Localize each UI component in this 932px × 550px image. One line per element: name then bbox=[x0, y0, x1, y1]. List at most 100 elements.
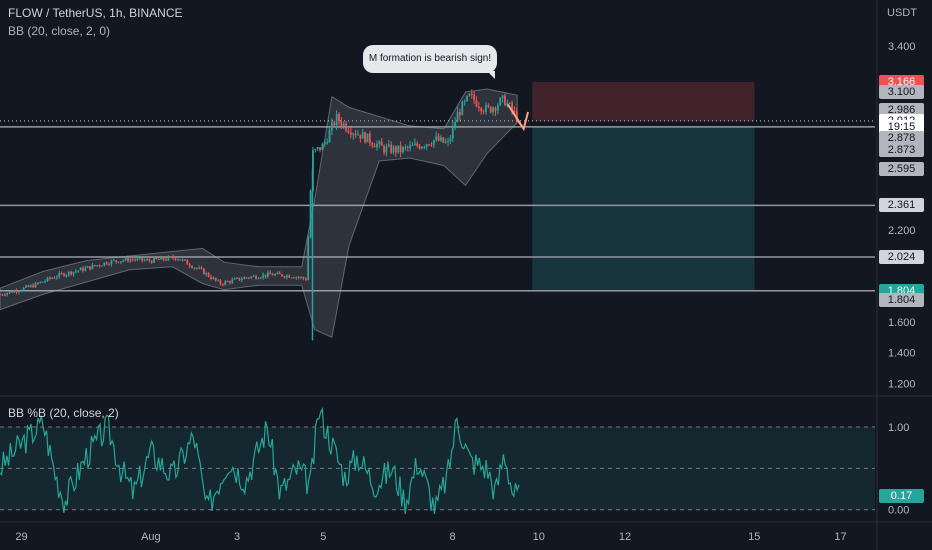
candle-body bbox=[167, 256, 170, 261]
candle-body bbox=[248, 277, 250, 279]
candle-body bbox=[447, 141, 449, 143]
candle-body bbox=[300, 277, 302, 279]
candle-body bbox=[217, 280, 220, 282]
time-tick-label: 15 bbox=[748, 531, 760, 543]
candle-body bbox=[352, 133, 355, 135]
price-tag-line[interactable]: 2.361 bbox=[879, 198, 924, 213]
price-tag-grey[interactable]: 3.100 bbox=[879, 85, 924, 100]
candle-body bbox=[60, 272, 63, 274]
candle-body bbox=[22, 287, 25, 291]
candle-body bbox=[276, 272, 279, 275]
symbol-title[interactable]: FLOW / TetherUS, 1h, BINANCE bbox=[8, 6, 183, 20]
candle-body bbox=[155, 257, 158, 260]
candle-body bbox=[328, 130, 331, 143]
candle-body bbox=[380, 141, 383, 146]
candle-body bbox=[245, 277, 248, 279]
price-tag-grey[interactable]: 2.595 bbox=[879, 162, 924, 177]
annotation-bubble[interactable]: M formation is bearish sign! bbox=[363, 45, 497, 79]
percent-b-last-value[interactable]: 0.17 bbox=[879, 488, 924, 503]
candle-body bbox=[41, 281, 44, 283]
candle-body bbox=[117, 261, 120, 263]
candle-body bbox=[25, 285, 27, 288]
price-tag-line[interactable]: 2.024 bbox=[879, 249, 924, 264]
candle-body bbox=[489, 106, 492, 113]
candle-body bbox=[219, 280, 222, 285]
candle-body bbox=[3, 294, 6, 296]
candle-body bbox=[105, 262, 108, 265]
candle-body bbox=[402, 147, 404, 153]
time-tick-label: 8 bbox=[450, 531, 456, 543]
price-tag-grey[interactable]: 2.986 bbox=[879, 102, 924, 117]
candle-body bbox=[340, 121, 343, 126]
candle-body bbox=[134, 259, 137, 261]
candle-body bbox=[376, 143, 378, 148]
candle-body bbox=[485, 105, 487, 112]
candle-body bbox=[293, 277, 295, 279]
candle-body bbox=[487, 105, 490, 107]
candle-body bbox=[432, 139, 435, 146]
candle-body bbox=[169, 256, 172, 258]
candle-body bbox=[494, 107, 497, 111]
candle-body bbox=[15, 290, 18, 293]
candle-body bbox=[423, 146, 426, 148]
candle-body bbox=[255, 275, 257, 279]
candle-body bbox=[342, 123, 345, 126]
arrow-annotation bbox=[506, 103, 529, 132]
candle-body bbox=[252, 275, 255, 277]
candle-body bbox=[397, 145, 400, 153]
candle-body bbox=[77, 270, 80, 272]
candle-body bbox=[440, 137, 442, 141]
candle-body bbox=[236, 277, 238, 279]
candle-body bbox=[373, 145, 376, 148]
candle-body bbox=[184, 259, 186, 261]
candle-body bbox=[309, 191, 312, 238]
price-tag-timer[interactable]: 19:15 bbox=[879, 120, 924, 135]
candle-body bbox=[96, 265, 99, 267]
candle-body bbox=[482, 111, 485, 113]
candle-body bbox=[496, 105, 499, 111]
candle-body bbox=[98, 265, 101, 267]
candle-body bbox=[0, 294, 1, 296]
candle-body bbox=[131, 259, 134, 261]
time-tick-label: 10 bbox=[533, 531, 545, 543]
candle-body bbox=[10, 291, 13, 293]
candle-body bbox=[285, 275, 288, 278]
candle-body bbox=[67, 271, 70, 275]
candle-body bbox=[160, 257, 163, 260]
candle-body bbox=[8, 291, 11, 293]
candle-body bbox=[124, 257, 127, 261]
price-tag-grey[interactable]: 2.873 bbox=[879, 143, 924, 158]
percent-b-legend[interactable]: BB %B (20, close, 2) bbox=[8, 406, 119, 420]
candle-body bbox=[243, 277, 246, 280]
price-tag-grey[interactable]: 2.878 bbox=[879, 131, 924, 146]
time-tick-label: 12 bbox=[619, 531, 631, 543]
candle-body bbox=[101, 265, 103, 267]
candle-body bbox=[44, 280, 46, 282]
candle-body bbox=[221, 284, 224, 286]
candle-body bbox=[89, 266, 91, 270]
candle-body bbox=[290, 277, 293, 279]
candle-body bbox=[354, 133, 357, 135]
candle-body bbox=[34, 282, 37, 288]
candle-body bbox=[378, 141, 381, 144]
candle-body bbox=[428, 144, 430, 146]
candle-body bbox=[297, 277, 300, 279]
candle-body bbox=[103, 262, 106, 266]
price-tag-grey[interactable]: 1.804 bbox=[879, 292, 924, 307]
candle-body bbox=[233, 278, 236, 280]
candle-body bbox=[51, 277, 54, 279]
candle-body bbox=[48, 277, 51, 279]
price-tick-label: 1.400 bbox=[888, 348, 916, 360]
candle-body bbox=[6, 292, 9, 296]
candle-body bbox=[136, 258, 139, 260]
candle-body bbox=[193, 267, 196, 269]
candle-body bbox=[74, 271, 77, 273]
candle-body bbox=[430, 145, 433, 147]
candle-body bbox=[316, 147, 319, 150]
candle-body bbox=[138, 257, 141, 259]
candle-body bbox=[172, 256, 174, 259]
bollinger-legend[interactable]: BB (20, close, 2, 0) bbox=[8, 24, 111, 38]
candle-body bbox=[371, 142, 374, 146]
candle-body bbox=[198, 267, 201, 269]
